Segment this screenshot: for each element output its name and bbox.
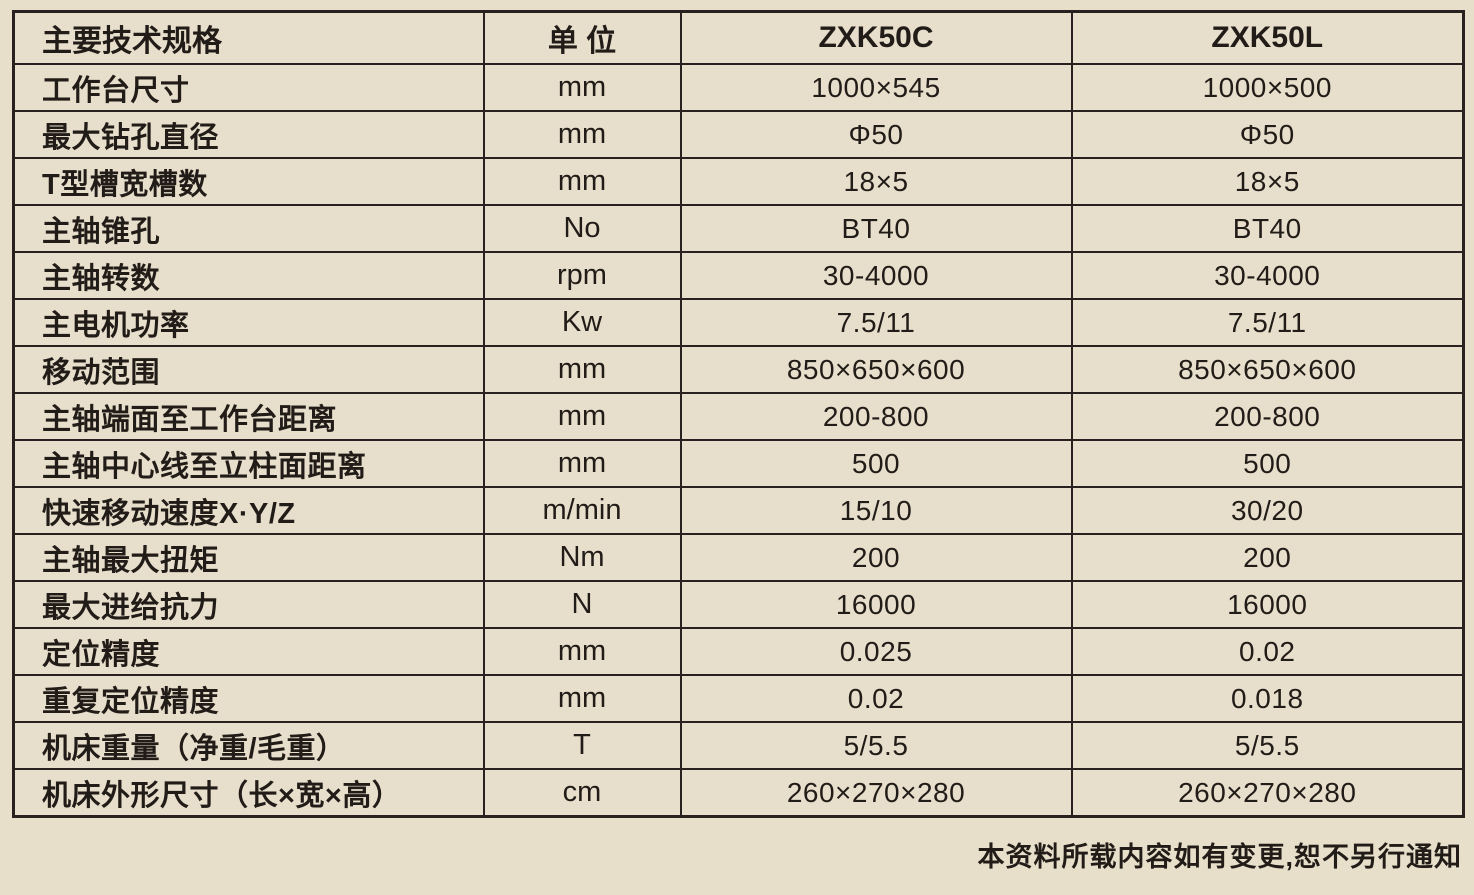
table-row: 主轴转数 rpm 30-4000 30-4000 bbox=[12, 251, 1465, 300]
zxk50l-value: 5/5.5 bbox=[1070, 721, 1465, 770]
spec-label: 主电机功率 bbox=[12, 298, 485, 347]
header-row: 主要技术规格 单 位 ZXK50C ZXK50L bbox=[12, 10, 1465, 65]
zxk50c-value: 30-4000 bbox=[679, 251, 1073, 300]
zxk50c-value: BT40 bbox=[679, 204, 1073, 253]
zxk50c-value: 850×650×600 bbox=[679, 345, 1073, 394]
zxk50c-value: 5/5.5 bbox=[679, 721, 1073, 770]
zxk50c-value: 200-800 bbox=[679, 392, 1073, 441]
zxk50l-value: 30/20 bbox=[1070, 486, 1465, 535]
zxk50l-value: 260×270×280 bbox=[1070, 768, 1465, 818]
spec-label: 主轴中心线至立柱面距离 bbox=[12, 439, 485, 488]
unit-value: mm bbox=[482, 345, 682, 394]
table-row: 快速移动速度X·Y/Z m/min 15/10 30/20 bbox=[12, 486, 1465, 535]
unit-value: mm bbox=[482, 157, 682, 206]
zxk50l-value: 500 bbox=[1070, 439, 1465, 488]
zxk50c-value: 0.025 bbox=[679, 627, 1073, 676]
zxk50l-value: 200 bbox=[1070, 533, 1465, 582]
zxk50c-value: 15/10 bbox=[679, 486, 1073, 535]
spec-label: 机床外形尺寸（长×宽×高） bbox=[12, 768, 485, 818]
spec-label: 最大钻孔直径 bbox=[12, 110, 485, 159]
spec-label: 重复定位精度 bbox=[12, 674, 485, 723]
column-header-unit: 单 位 bbox=[482, 10, 682, 65]
zxk50c-value: 1000×545 bbox=[679, 63, 1073, 112]
zxk50c-value: 0.02 bbox=[679, 674, 1073, 723]
zxk50l-value: 7.5/11 bbox=[1070, 298, 1465, 347]
spec-label: 定位精度 bbox=[12, 627, 485, 676]
table-row: 主轴中心线至立柱面距离 mm 500 500 bbox=[12, 439, 1465, 488]
zxk50l-value: 30-4000 bbox=[1070, 251, 1465, 300]
table-row: T型槽宽槽数 mm 18×5 18×5 bbox=[12, 157, 1465, 206]
table-row: 工作台尺寸 mm 1000×545 1000×500 bbox=[12, 63, 1465, 112]
column-header-zxk50l: ZXK50L bbox=[1070, 10, 1465, 65]
unit-value: No bbox=[482, 204, 682, 253]
spec-label: 主轴转数 bbox=[12, 251, 485, 300]
table-row: 定位精度 mm 0.025 0.02 bbox=[12, 627, 1465, 676]
unit-value: Nm bbox=[482, 533, 682, 582]
table-row: 机床重量（净重/毛重） T 5/5.5 5/5.5 bbox=[12, 721, 1465, 770]
zxk50l-value: Φ50 bbox=[1070, 110, 1465, 159]
table-row: 最大钻孔直径 mm Φ50 Φ50 bbox=[12, 110, 1465, 159]
unit-value: mm bbox=[482, 63, 682, 112]
unit-value: mm bbox=[482, 674, 682, 723]
spec-label: T型槽宽槽数 bbox=[12, 157, 485, 206]
unit-value: mm bbox=[482, 392, 682, 441]
table-row: 主轴锥孔 No BT40 BT40 bbox=[12, 204, 1465, 253]
unit-value: Kw bbox=[482, 298, 682, 347]
zxk50c-value: 200 bbox=[679, 533, 1073, 582]
unit-value: cm bbox=[482, 768, 682, 818]
zxk50c-value: 500 bbox=[679, 439, 1073, 488]
zxk50l-value: 18×5 bbox=[1070, 157, 1465, 206]
column-header-zxk50c: ZXK50C bbox=[679, 10, 1073, 65]
disclaimer-note: 本资料所载内容如有变更,恕不另行通知 bbox=[977, 842, 1462, 872]
table-row: 主轴最大扭矩 Nm 200 200 bbox=[12, 533, 1465, 582]
zxk50l-value: 16000 bbox=[1070, 580, 1465, 629]
zxk50c-value: 16000 bbox=[679, 580, 1073, 629]
unit-value: N bbox=[482, 580, 682, 629]
spec-label: 主轴最大扭矩 bbox=[12, 533, 485, 582]
zxk50l-value: 0.02 bbox=[1070, 627, 1465, 676]
zxk50l-value: 200-800 bbox=[1070, 392, 1465, 441]
table-row: 机床外形尺寸（长×宽×高） cm 260×270×280 260×270×280 bbox=[12, 768, 1465, 818]
spec-label: 主轴端面至工作台距离 bbox=[12, 392, 485, 441]
specifications-table: 主要技术规格 单 位 ZXK50C ZXK50L 工作台尺寸 mm 1000×5… bbox=[12, 10, 1465, 818]
zxk50c-value: 7.5/11 bbox=[679, 298, 1073, 347]
spec-label: 快速移动速度X·Y/Z bbox=[12, 486, 485, 535]
zxk50l-value: 0.018 bbox=[1070, 674, 1465, 723]
unit-value: rpm bbox=[482, 251, 682, 300]
spec-label: 主轴锥孔 bbox=[12, 204, 485, 253]
zxk50l-value: 850×650×600 bbox=[1070, 345, 1465, 394]
unit-value: T bbox=[482, 721, 682, 770]
spec-label: 工作台尺寸 bbox=[12, 63, 485, 112]
unit-value: mm bbox=[482, 627, 682, 676]
spec-label: 机床重量（净重/毛重） bbox=[12, 721, 485, 770]
table-row: 主轴端面至工作台距离 mm 200-800 200-800 bbox=[12, 392, 1465, 441]
column-header-spec: 主要技术规格 bbox=[12, 10, 485, 65]
zxk50c-value: Φ50 bbox=[679, 110, 1073, 159]
unit-value: mm bbox=[482, 110, 682, 159]
spec-label: 最大进给抗力 bbox=[12, 580, 485, 629]
unit-value: m/min bbox=[482, 486, 682, 535]
table-row: 最大进给抗力 N 16000 16000 bbox=[12, 580, 1465, 629]
zxk50l-value: BT40 bbox=[1070, 204, 1465, 253]
table-row: 重复定位精度 mm 0.02 0.018 bbox=[12, 674, 1465, 723]
zxk50c-value: 18×5 bbox=[679, 157, 1073, 206]
unit-value: mm bbox=[482, 439, 682, 488]
zxk50c-value: 260×270×280 bbox=[679, 768, 1073, 818]
spec-label: 移动范围 bbox=[12, 345, 485, 394]
zxk50l-value: 1000×500 bbox=[1070, 63, 1465, 112]
table-row: 主电机功率 Kw 7.5/11 7.5/11 bbox=[12, 298, 1465, 347]
table-row: 移动范围 mm 850×650×600 850×650×600 bbox=[12, 345, 1465, 394]
